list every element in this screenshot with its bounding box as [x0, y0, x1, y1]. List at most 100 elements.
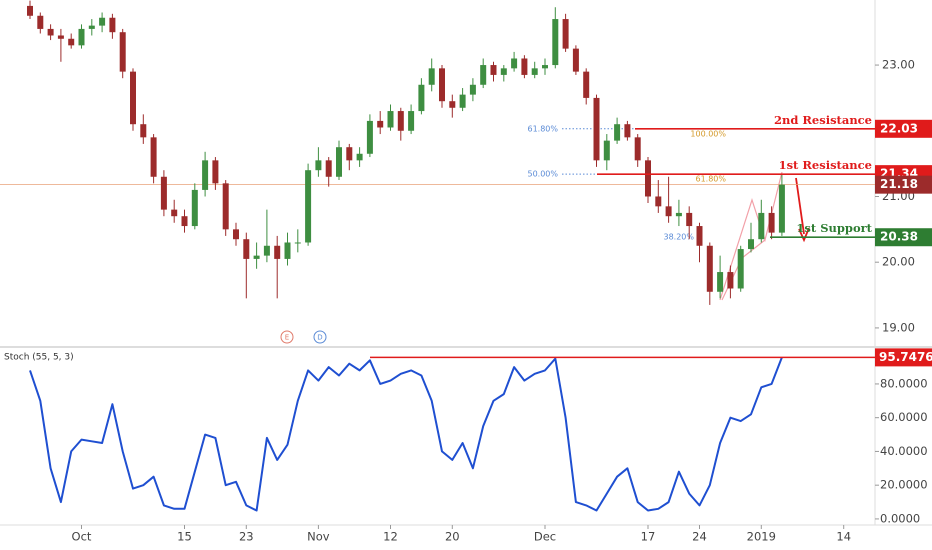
candle-body	[47, 28, 54, 36]
price-box-label: 21.18	[880, 177, 918, 191]
price-box	[875, 348, 932, 367]
candle-body	[78, 28, 85, 46]
candle-body	[500, 68, 507, 75]
candle-body	[325, 160, 332, 177]
candle-body	[387, 111, 394, 128]
candle-body	[37, 15, 44, 29]
candle-body	[562, 19, 569, 49]
price-box	[875, 119, 932, 138]
candle-body	[171, 209, 178, 217]
x-tick-label: 20	[445, 530, 460, 544]
fib-label: 61.80%	[695, 175, 726, 184]
candle-body	[428, 68, 435, 85]
arrow	[795, 177, 805, 235]
x-tick-label: Dec	[534, 530, 556, 544]
candle-body	[315, 160, 322, 171]
candle-body	[68, 38, 75, 46]
y-tick-label: 20.00	[882, 255, 915, 269]
stoch-line	[29, 357, 783, 512]
candle-body	[583, 71, 590, 98]
candle-body	[603, 140, 610, 161]
x-tick-label: 24	[692, 530, 707, 544]
candle-body	[748, 239, 754, 250]
candle-body	[614, 124, 621, 141]
x-tick-label: 2019	[747, 530, 776, 544]
event-marker	[313, 330, 327, 344]
candle-body	[346, 147, 353, 161]
candle-body	[418, 84, 425, 112]
candle-body	[727, 272, 734, 289]
candle-body	[449, 101, 456, 108]
fib-label: 61.80%	[527, 124, 558, 133]
candle-body	[212, 160, 219, 184]
fib-label: 38.20%	[663, 233, 694, 242]
candle-body	[181, 216, 188, 227]
candle-body	[119, 32, 126, 72]
y-tick-label: 20.0000	[880, 478, 928, 492]
candle-body	[552, 19, 559, 66]
price-box-label: 95.7476	[879, 350, 932, 364]
candle-body	[469, 84, 476, 95]
candle-body	[233, 229, 239, 240]
price-box	[875, 175, 932, 194]
candle-body	[737, 249, 744, 289]
candle-body	[305, 170, 312, 243]
candle-body	[686, 212, 693, 227]
x-tick-label: 12	[383, 530, 398, 544]
candle-body	[150, 137, 157, 177]
candle-body	[758, 212, 765, 240]
x-tick-label: 23	[239, 530, 254, 544]
candle-body	[284, 242, 291, 259]
candle-body	[253, 255, 260, 259]
candle-body	[202, 160, 209, 190]
price-box-label: 22.03	[880, 121, 918, 135]
level-label: 1st Support	[796, 221, 872, 235]
candle-body	[294, 242, 301, 244]
x-tick-label: 15	[177, 530, 192, 544]
candle-body	[88, 25, 95, 29]
x-tick-label: Nov	[307, 530, 330, 544]
candle-body	[27, 5, 33, 16]
candle-body	[459, 94, 466, 108]
candle-body	[397, 111, 404, 131]
candle-body	[377, 120, 384, 128]
fib-label: 50.00%	[527, 170, 558, 179]
candle-body	[634, 137, 641, 161]
candle-body	[542, 65, 548, 69]
candle-body	[490, 65, 497, 75]
candle-body	[511, 58, 518, 69]
candle-body	[593, 97, 600, 161]
candle-body	[99, 17, 106, 26]
level-label: 1st Resistance	[779, 158, 872, 172]
candle-body	[665, 206, 672, 217]
y-tick-label: 80.0000	[880, 376, 928, 390]
indicator-title: Stoch (55, 5, 3)	[4, 353, 74, 363]
candle-body	[109, 17, 116, 33]
x-tick-label: Oct	[72, 530, 92, 544]
candle-body	[624, 124, 631, 138]
candle-body	[439, 68, 445, 102]
event-marker	[280, 330, 294, 344]
candle-body	[675, 212, 682, 217]
y-tick-label: 0.0000	[880, 511, 920, 525]
candle-body	[408, 111, 415, 131]
candle-body	[57, 35, 64, 39]
candle-body	[717, 272, 724, 292]
candle-body	[706, 245, 713, 292]
y-tick-label: 40.0000	[880, 444, 928, 458]
candle-body	[191, 189, 198, 227]
fib-label: 100.00%	[690, 129, 726, 138]
candle-body	[366, 120, 373, 154]
y-tick-label: 23.00	[882, 58, 915, 72]
candle-body	[356, 153, 363, 161]
price-box	[875, 228, 932, 247]
candle-body	[130, 71, 136, 125]
event-label: D	[317, 334, 322, 342]
candle-body	[645, 160, 651, 197]
candle-body	[140, 124, 147, 138]
candle-body	[480, 65, 487, 85]
candle-body	[768, 212, 775, 233]
candle-body	[572, 48, 579, 72]
